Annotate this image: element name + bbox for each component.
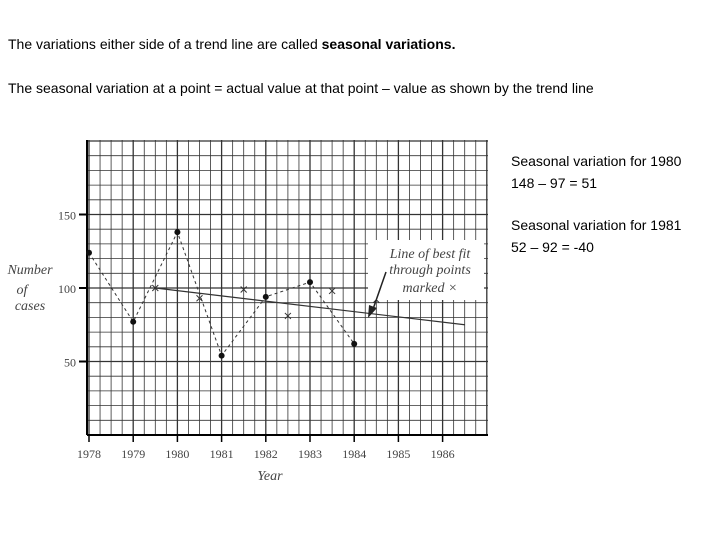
chart-grid [87, 140, 488, 436]
x-tick-label: 1981 [210, 447, 234, 461]
x-tick-label: 1986 [431, 447, 455, 461]
x-tick-label: 1983 [298, 447, 322, 461]
moving-average-point [240, 286, 248, 293]
cross-stroke [151, 284, 159, 292]
note-1981-calc: 52 – 92 = -40 [511, 239, 594, 255]
actual-point [262, 293, 269, 300]
cross-stroke [284, 312, 292, 320]
chart-labels: 50 100 150 1978 1979 1980 1981 1982 1983 1984 1985… [6, 209, 484, 484]
cross-stroke [240, 286, 248, 293]
trend-line [155, 287, 465, 326]
y-tick-label: 100 [58, 282, 76, 296]
cross-stroke [328, 287, 336, 295]
actual-point [174, 229, 181, 236]
x-tick-label: 1982 [254, 447, 278, 461]
actual-point [130, 318, 137, 325]
y-tick-label: 50 [64, 356, 76, 370]
intro-line-2: The seasonal variation at a point = actu… [8, 80, 594, 96]
x-axis-title: Year [257, 469, 283, 484]
y-tick-label: 150 [58, 209, 76, 223]
y-axis-title-line: of [17, 283, 30, 298]
note-1981-title: Seasonal variation for 1981 [511, 217, 682, 233]
moving-average-point [196, 294, 203, 302]
annotation-box [368, 240, 484, 300]
x-tick-label: 1978 [77, 447, 101, 461]
note-1980: Seasonal variation for 1980 148 – 97 = 5… [511, 150, 681, 194]
x-tick-label: 1984 [342, 447, 366, 461]
x-tick-label: 1979 [121, 447, 145, 461]
intro-line-1-bold: seasonal variations. [321, 36, 456, 52]
actual-point [86, 249, 92, 256]
annotation-arrow-shaft [371, 271, 387, 313]
actual-point [307, 279, 313, 286]
note-1981: Seasonal variation for 1981 52 – 92 = -4… [511, 214, 681, 258]
note-1980-calc: 148 – 97 = 51 [511, 175, 598, 191]
moving-average-point [328, 287, 336, 295]
chart-series [86, 229, 465, 359]
note-1980-title: Seasonal variation for 1980 [511, 153, 682, 169]
annotation-line: Line of best fit [389, 247, 472, 262]
intro-line-1: The variations either side of a trend li… [8, 36, 455, 52]
x-tick-label: 1985 [386, 447, 410, 461]
cross-stroke [196, 294, 203, 302]
actual-point [218, 352, 225, 359]
moving-average-point [284, 312, 292, 320]
y-axis-title-line: cases [15, 299, 46, 314]
y-axis-title-line: Number [6, 263, 53, 278]
annotation-line: marked × [403, 281, 458, 296]
actual-point [351, 340, 358, 347]
intro-line-1-text: The variations either side of a trend li… [8, 36, 322, 52]
chart-axes [79, 140, 488, 442]
annotation-line: through points [389, 263, 471, 278]
x-tick-label: 1980 [165, 447, 189, 461]
moving-average-point [151, 284, 159, 292]
annotation-arrow-head [368, 305, 377, 318]
